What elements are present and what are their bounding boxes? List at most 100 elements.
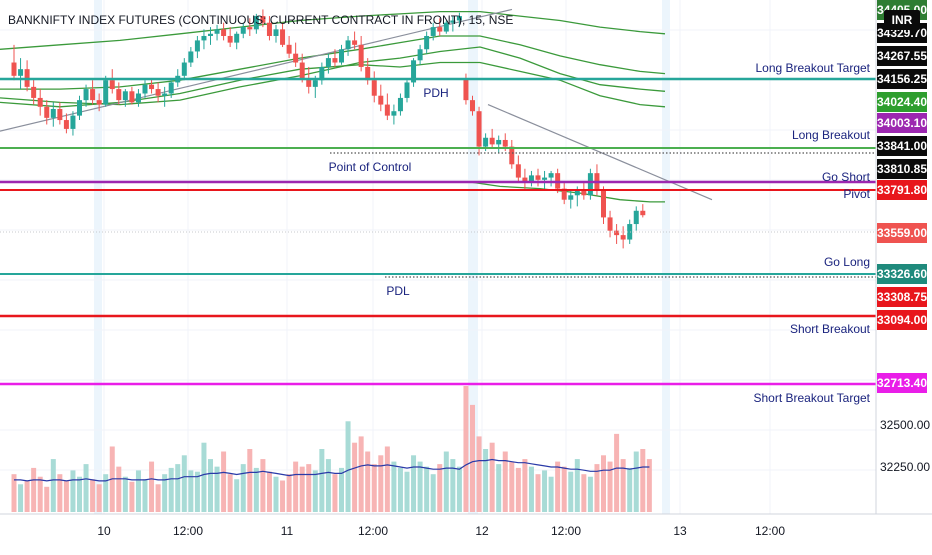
volume-bar (83, 464, 89, 512)
level-label: Go Short (822, 170, 871, 184)
volume-bar (221, 451, 227, 512)
candle-body (411, 60, 417, 83)
volume-bar (286, 474, 292, 512)
candle-body (548, 173, 554, 178)
candle-body (345, 40, 351, 50)
candle-body (31, 86, 37, 98)
volume-bar (417, 461, 423, 512)
volume-bar (168, 467, 174, 512)
volume-ma-line (14, 458, 650, 482)
volume-bar (548, 476, 554, 512)
candle-body (489, 137, 495, 145)
session-band (94, 0, 102, 514)
candle-body (607, 217, 613, 231)
candle-body (57, 108, 63, 121)
volume-bar (352, 442, 358, 512)
candle-body (587, 173, 593, 196)
candle-body (234, 33, 240, 43)
trendline-rising (0, 8, 513, 132)
volume-bar (450, 459, 456, 512)
trendline-falling (487, 104, 713, 201)
moving-average-line (0, 35, 666, 90)
candle-body (404, 82, 410, 98)
volume-bar (194, 471, 200, 512)
candle-body (122, 91, 128, 101)
volume-bar (188, 470, 194, 512)
candle-body (63, 120, 69, 129)
candle-body (18, 69, 24, 76)
volume-bar (391, 461, 397, 512)
candle-body (83, 89, 89, 101)
volume-bar (142, 479, 148, 512)
volume-bar (63, 480, 69, 512)
candle-body (430, 27, 436, 36)
volume-bar (339, 467, 344, 512)
level-label: Long Breakout (792, 128, 871, 142)
candle-body (371, 80, 377, 96)
candle-body (11, 62, 17, 76)
volume-bar (470, 404, 475, 512)
candle-body (627, 224, 633, 240)
volume-bar (607, 461, 613, 512)
candle-body (116, 89, 122, 101)
candle-body (535, 175, 541, 180)
candle-body (339, 49, 344, 63)
price-badge: 33308.75 (877, 287, 927, 307)
price-badge: 32713.40 (877, 373, 927, 393)
price-badge-bg (877, 264, 927, 284)
candle-body (155, 89, 161, 96)
volume-bar (325, 459, 331, 512)
candle-body (188, 51, 194, 63)
volume-bar (561, 466, 567, 512)
candle-body (162, 93, 168, 96)
volume-bar (306, 464, 312, 512)
candle-body (561, 188, 567, 200)
volume-bar (18, 484, 24, 512)
price-badge-bg (877, 69, 927, 89)
price-badge: 34267.55 (877, 46, 927, 66)
candle-body (463, 78, 469, 101)
volume-bar (299, 466, 305, 512)
volume-bar (11, 474, 17, 512)
candle-body (391, 111, 397, 116)
volume-bar (319, 449, 325, 512)
candle-body (90, 89, 96, 101)
volume-bar (633, 451, 639, 512)
candle-body (325, 58, 331, 67)
candle-body (483, 137, 489, 147)
volume-bar (44, 486, 50, 512)
volume-bar (214, 466, 220, 512)
candle-body (306, 78, 312, 87)
volume-bar (103, 474, 109, 512)
candle-body (240, 27, 246, 34)
currency-badge[interactable]: INR (884, 10, 920, 30)
volume-bar (240, 464, 246, 512)
volume-bar (411, 455, 417, 512)
candle-body (214, 29, 220, 34)
candle-body (247, 27, 253, 30)
volume-bar (384, 446, 390, 512)
price-badge: 34156.25 (877, 69, 927, 89)
volume-bar (601, 455, 606, 512)
candle-body (50, 108, 56, 118)
price-badge-bg (877, 373, 927, 393)
candle-body (44, 106, 50, 118)
volume-bar (463, 386, 469, 512)
volume-bar (515, 467, 521, 512)
candle-body (542, 177, 548, 180)
candle-body (568, 195, 574, 200)
volume-bar (50, 459, 56, 512)
volume-bar (345, 421, 351, 512)
candle-body (77, 100, 82, 116)
volume-bar (96, 484, 102, 512)
time-tick-label: 12:00 (173, 524, 203, 538)
volume-bar (555, 461, 561, 512)
volume-bar (476, 436, 482, 512)
candle-body (208, 33, 213, 36)
candle-body (129, 91, 135, 103)
volume-bar (280, 480, 286, 512)
chart-title: BANKNIFTY INDEX FUTURES (CONTINUOUS: CUR… (8, 13, 514, 27)
price-badge-bg (877, 159, 927, 179)
volume-bar (162, 474, 168, 512)
